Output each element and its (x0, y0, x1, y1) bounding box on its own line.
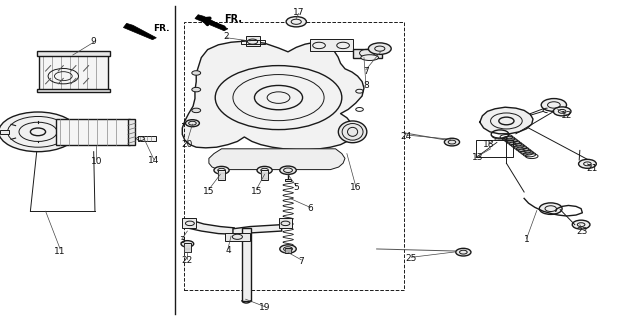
Text: 14: 14 (148, 156, 160, 165)
Circle shape (444, 138, 460, 146)
Text: 15: 15 (251, 187, 262, 196)
Text: 9: 9 (91, 37, 97, 46)
Text: 11: 11 (54, 247, 66, 256)
Bar (37, 89, 110, 92)
Circle shape (192, 71, 201, 75)
Text: 23: 23 (577, 227, 588, 236)
Text: 7: 7 (298, 257, 304, 266)
Circle shape (185, 120, 199, 127)
Text: 24: 24 (401, 132, 412, 140)
Bar (184, 243, 191, 252)
Text: 7: 7 (363, 67, 369, 76)
Text: 16: 16 (350, 183, 361, 192)
Text: 17: 17 (293, 8, 304, 17)
Polygon shape (182, 41, 364, 149)
Circle shape (579, 159, 596, 168)
Bar (0, 130, 9, 134)
Polygon shape (195, 15, 228, 31)
Text: FR.: FR. (153, 24, 170, 33)
Text: 10: 10 (91, 157, 102, 166)
Bar (279, 218, 292, 228)
Circle shape (181, 241, 194, 247)
Circle shape (553, 107, 571, 116)
Bar (225, 233, 250, 241)
Text: 6: 6 (307, 204, 313, 213)
Circle shape (280, 166, 296, 174)
Bar (37, 51, 110, 56)
Text: 3: 3 (179, 236, 185, 245)
Bar (138, 136, 156, 141)
Text: FR.: FR. (224, 14, 242, 24)
Bar (128, 119, 135, 145)
Text: 13: 13 (472, 153, 484, 162)
Circle shape (456, 248, 471, 256)
Bar (241, 40, 265, 44)
Circle shape (214, 166, 229, 174)
Text: 12: 12 (561, 111, 572, 120)
Bar (285, 248, 291, 253)
Circle shape (192, 87, 201, 92)
Text: 19: 19 (259, 303, 270, 312)
Text: 5: 5 (293, 183, 299, 192)
Bar (285, 179, 291, 181)
Polygon shape (187, 221, 234, 234)
Bar (310, 39, 353, 51)
Bar (218, 170, 225, 180)
Polygon shape (209, 149, 345, 170)
Text: 4: 4 (225, 246, 230, 255)
Text: 1: 1 (523, 235, 530, 244)
Polygon shape (480, 107, 533, 134)
Text: 15: 15 (203, 187, 215, 196)
Bar (56, 119, 130, 145)
Circle shape (368, 43, 391, 54)
Text: 18: 18 (483, 140, 494, 149)
Bar (246, 36, 260, 46)
Text: 2: 2 (224, 32, 229, 41)
Bar (182, 218, 196, 228)
Text: 25: 25 (406, 254, 417, 263)
Circle shape (257, 166, 272, 174)
Text: 21: 21 (586, 164, 598, 173)
Bar (39, 55, 108, 90)
Bar (242, 228, 251, 301)
Circle shape (541, 99, 567, 111)
Bar (476, 140, 513, 157)
Circle shape (0, 112, 77, 152)
Ellipse shape (338, 121, 367, 143)
Circle shape (572, 220, 590, 229)
Circle shape (280, 245, 296, 253)
Text: 8: 8 (363, 81, 369, 90)
Text: 20: 20 (181, 140, 192, 149)
Text: 22: 22 (182, 256, 193, 265)
Polygon shape (233, 225, 282, 235)
Circle shape (192, 108, 201, 113)
Polygon shape (123, 23, 156, 40)
Circle shape (539, 203, 562, 214)
Bar (261, 170, 268, 180)
Circle shape (286, 17, 306, 27)
Ellipse shape (361, 55, 379, 60)
Bar (353, 49, 382, 58)
Bar (184, 22, 404, 290)
